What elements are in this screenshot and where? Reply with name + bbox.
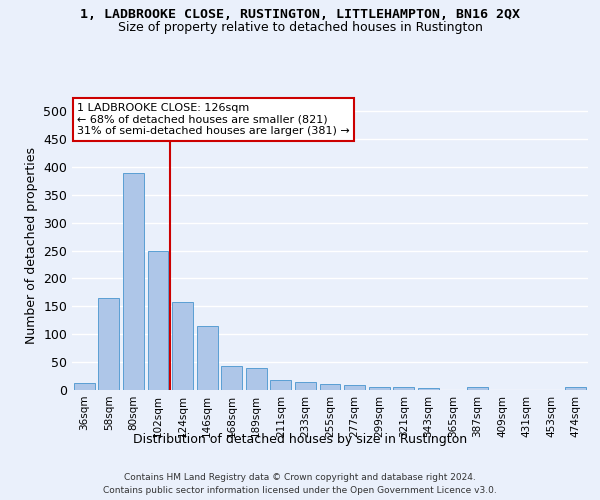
Bar <box>344 385 365 390</box>
Bar <box>320 384 340 390</box>
Text: Contains HM Land Registry data © Crown copyright and database right 2024.: Contains HM Land Registry data © Crown c… <box>124 472 476 482</box>
Text: Distribution of detached houses by size in Rustington: Distribution of detached houses by size … <box>133 432 467 446</box>
Bar <box>271 380 292 390</box>
Bar <box>123 172 144 390</box>
Text: Size of property relative to detached houses in Rustington: Size of property relative to detached ho… <box>118 21 482 34</box>
Bar <box>246 368 267 390</box>
Bar <box>74 383 95 390</box>
Text: 1, LADBROOKE CLOSE, RUSTINGTON, LITTLEHAMPTON, BN16 2QX: 1, LADBROOKE CLOSE, RUSTINGTON, LITTLEHA… <box>80 8 520 20</box>
Bar <box>295 382 316 390</box>
Bar <box>418 388 439 390</box>
Bar <box>368 386 389 390</box>
Bar <box>98 298 119 390</box>
Bar <box>467 387 488 390</box>
Bar <box>393 387 414 390</box>
Bar <box>197 326 218 390</box>
Text: 1 LADBROOKE CLOSE: 126sqm
← 68% of detached houses are smaller (821)
31% of semi: 1 LADBROOKE CLOSE: 126sqm ← 68% of detac… <box>77 103 350 136</box>
Bar <box>172 302 193 390</box>
Y-axis label: Number of detached properties: Number of detached properties <box>25 146 38 344</box>
Bar <box>148 250 169 390</box>
Bar <box>221 366 242 390</box>
Bar <box>565 387 586 390</box>
Text: Contains public sector information licensed under the Open Government Licence v3: Contains public sector information licen… <box>103 486 497 495</box>
